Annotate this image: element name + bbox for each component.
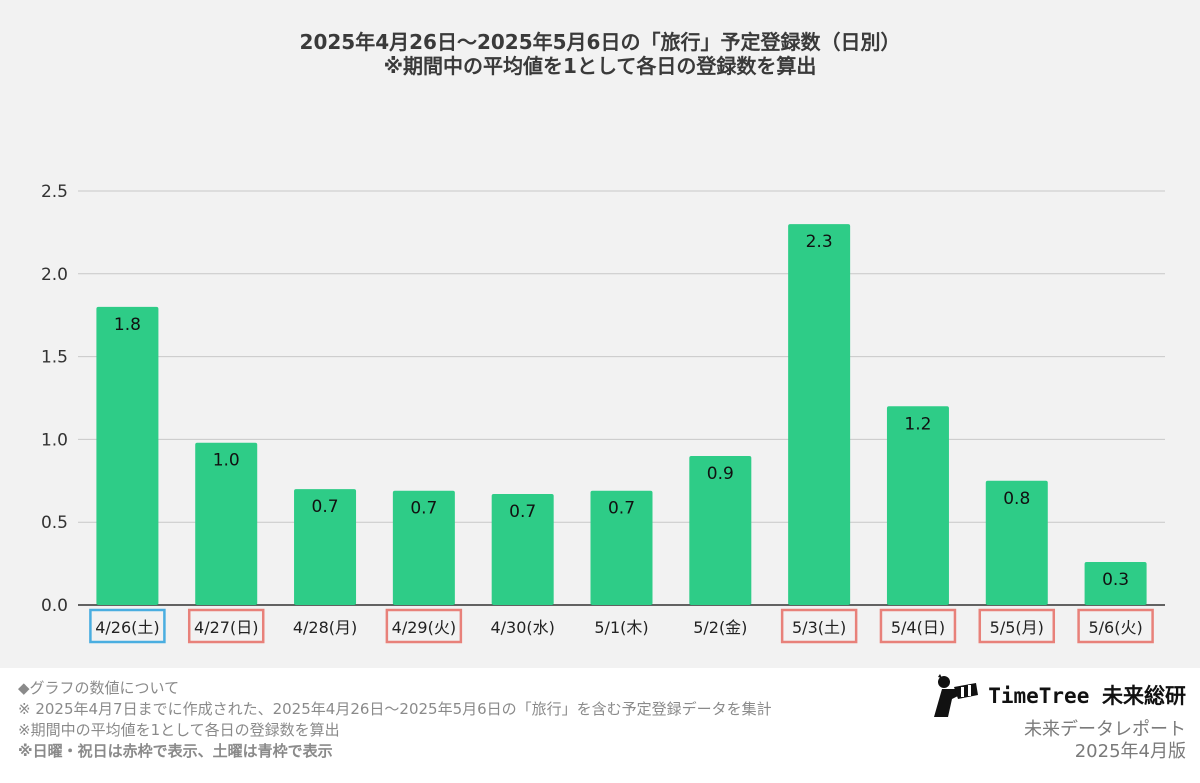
- x-tick-label: 5/2(金): [693, 618, 747, 637]
- y-tick-label: 1.0: [41, 430, 68, 450]
- bar: [294, 489, 357, 605]
- data-label: 1.2: [904, 414, 931, 434]
- bar: [195, 442, 258, 605]
- notes-heading: ◆グラフの数値について: [18, 679, 180, 697]
- notes-line-2: ※期間中の平均値を1として各日の登録数を算出: [18, 721, 340, 739]
- notes-line-3: ※日曜・祝日は赤枠で表示、土曜は青枠で表示: [18, 742, 333, 760]
- bar: [886, 406, 949, 605]
- bar: [985, 480, 1048, 605]
- x-tick-label: 5/5(月): [990, 618, 1044, 637]
- bar-chart: 0.0 0.5 1.0 1.5 2.0 2.5 1.8 4/26(土) 1.0 4/27(日) 0.…: [41, 182, 1165, 644]
- chart-area: 2025年4月26日〜2025年5月6日の「旅行」予定登録数（日別） ※期間中の…: [0, 0, 1200, 668]
- notes-line-1: ※ 2025年4月7日までに作成された、2025年4月26日〜2025年5月6日…: [18, 700, 772, 718]
- y-tick-label: 0.5: [41, 513, 68, 533]
- chart-title-line2: ※期間中の平均値を1として各日の登録数を算出: [383, 54, 817, 78]
- brand-logo-row: TimeTree 未来総研: [926, 672, 1186, 718]
- data-label: 0.7: [608, 499, 635, 519]
- x-tick-label: 4/28(月): [293, 618, 357, 637]
- bar: [96, 306, 159, 605]
- bar: [788, 224, 851, 605]
- x-tick-label: 5/3(土): [792, 618, 846, 637]
- category-frame-red: [879, 608, 957, 644]
- data-label: 2.3: [806, 232, 833, 252]
- y-tick-label: 1.5: [41, 348, 68, 368]
- x-tick-label: 5/6(火): [1088, 618, 1142, 637]
- binoculars-person-icon: [934, 674, 979, 717]
- category-frame-red: [385, 608, 463, 644]
- data-label: 1.8: [114, 315, 141, 335]
- bar: [491, 494, 554, 605]
- brand-date: 2025年4月版: [1074, 741, 1186, 762]
- brand-name: TimeTree 未来総研: [988, 684, 1186, 708]
- data-label: 0.8: [1003, 489, 1030, 509]
- data-label: 0.3: [1102, 570, 1129, 590]
- category-frame-red: [1077, 608, 1154, 644]
- x-tick-label: 5/4(日): [891, 618, 945, 637]
- x-tick-label: 4/29(火): [392, 618, 456, 637]
- data-label: 0.7: [509, 502, 536, 522]
- x-tick-label: 4/26(土): [95, 618, 159, 637]
- bar: [590, 490, 653, 605]
- brand-block: TimeTree 未来総研 未来データレポート 2025年4月版: [926, 672, 1186, 763]
- data-label: 1.0: [213, 451, 240, 471]
- y-tick-label: 2.0: [41, 265, 68, 285]
- bar: [392, 490, 455, 605]
- y-tick-label: 0.0: [41, 596, 68, 616]
- y-tick-label: 2.5: [41, 182, 68, 202]
- x-tick-label: 4/27(日): [194, 618, 258, 637]
- bar: [1084, 561, 1147, 605]
- bar: [689, 455, 752, 605]
- x-tick-label: 5/1(木): [594, 618, 648, 637]
- category-frame-blue: [89, 608, 166, 644]
- category-frame-red: [187, 608, 265, 644]
- notes-section: ◆グラフの数値について ※ 2025年4月7日までに作成された、2025年4月2…: [18, 678, 918, 762]
- chart-title-line1: 2025年4月26日〜2025年5月6日の「旅行」予定登録数（日別）: [299, 30, 901, 54]
- data-label: 0.7: [410, 499, 437, 519]
- x-tick-label: 4/30(水): [490, 618, 554, 637]
- data-label: 0.9: [707, 464, 734, 484]
- category-frame-red: [780, 608, 858, 644]
- brand-subtitle: 未来データレポート: [1024, 719, 1186, 740]
- data-label: 0.7: [312, 497, 339, 517]
- category-frame-red: [978, 608, 1056, 644]
- chart-title: 2025年4月26日〜2025年5月6日の「旅行」予定登録数（日別） ※期間中の…: [0, 30, 1200, 78]
